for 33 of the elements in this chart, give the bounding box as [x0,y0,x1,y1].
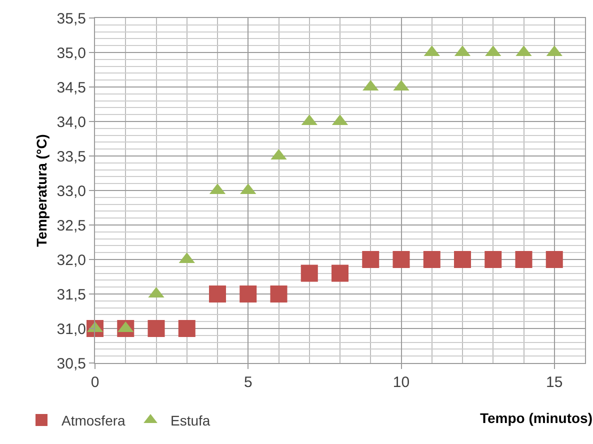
point [209,286,226,302]
y-tick-label: 31,0 [56,320,86,338]
point [148,320,165,337]
point [332,264,348,282]
x-tick-label: 10 [392,374,410,391]
y-tick-label: 33,5 [56,148,86,166]
point [300,264,318,282]
point [240,286,257,302]
x-tick-label: 15 [546,374,563,391]
point [515,251,532,268]
y-tick-label: 32,0 [56,252,86,269]
point [423,251,440,268]
point [454,251,471,268]
legend-label: Estufa [170,412,210,428]
point [362,251,380,268]
point [270,286,288,302]
y-tick-label: 30,5 [56,355,86,372]
point [392,251,410,268]
point [546,251,563,268]
y-axis-title: Temperatura (°C) [33,134,50,247]
y-tick-label: 35,0 [56,44,86,62]
point [484,251,502,268]
y-tick-label: 32,5 [56,217,86,234]
point [178,320,196,337]
y-tick-label: 34,5 [56,79,86,96]
x-tick-label: 5 [244,374,252,391]
y-tick-label: 33,0 [56,182,86,200]
x-axis-title: Tempo (minutos) [480,410,593,426]
y-tick-label: 31,5 [56,286,86,304]
y-tick-label: 35,5 [56,10,86,28]
y-tick-label: 34,0 [56,114,86,131]
legend-label: Atmosfera [62,412,126,428]
x-tick-label: 0 [90,374,100,391]
